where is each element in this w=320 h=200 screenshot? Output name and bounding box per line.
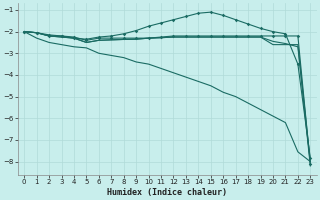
X-axis label: Humidex (Indice chaleur): Humidex (Indice chaleur) xyxy=(107,188,227,197)
